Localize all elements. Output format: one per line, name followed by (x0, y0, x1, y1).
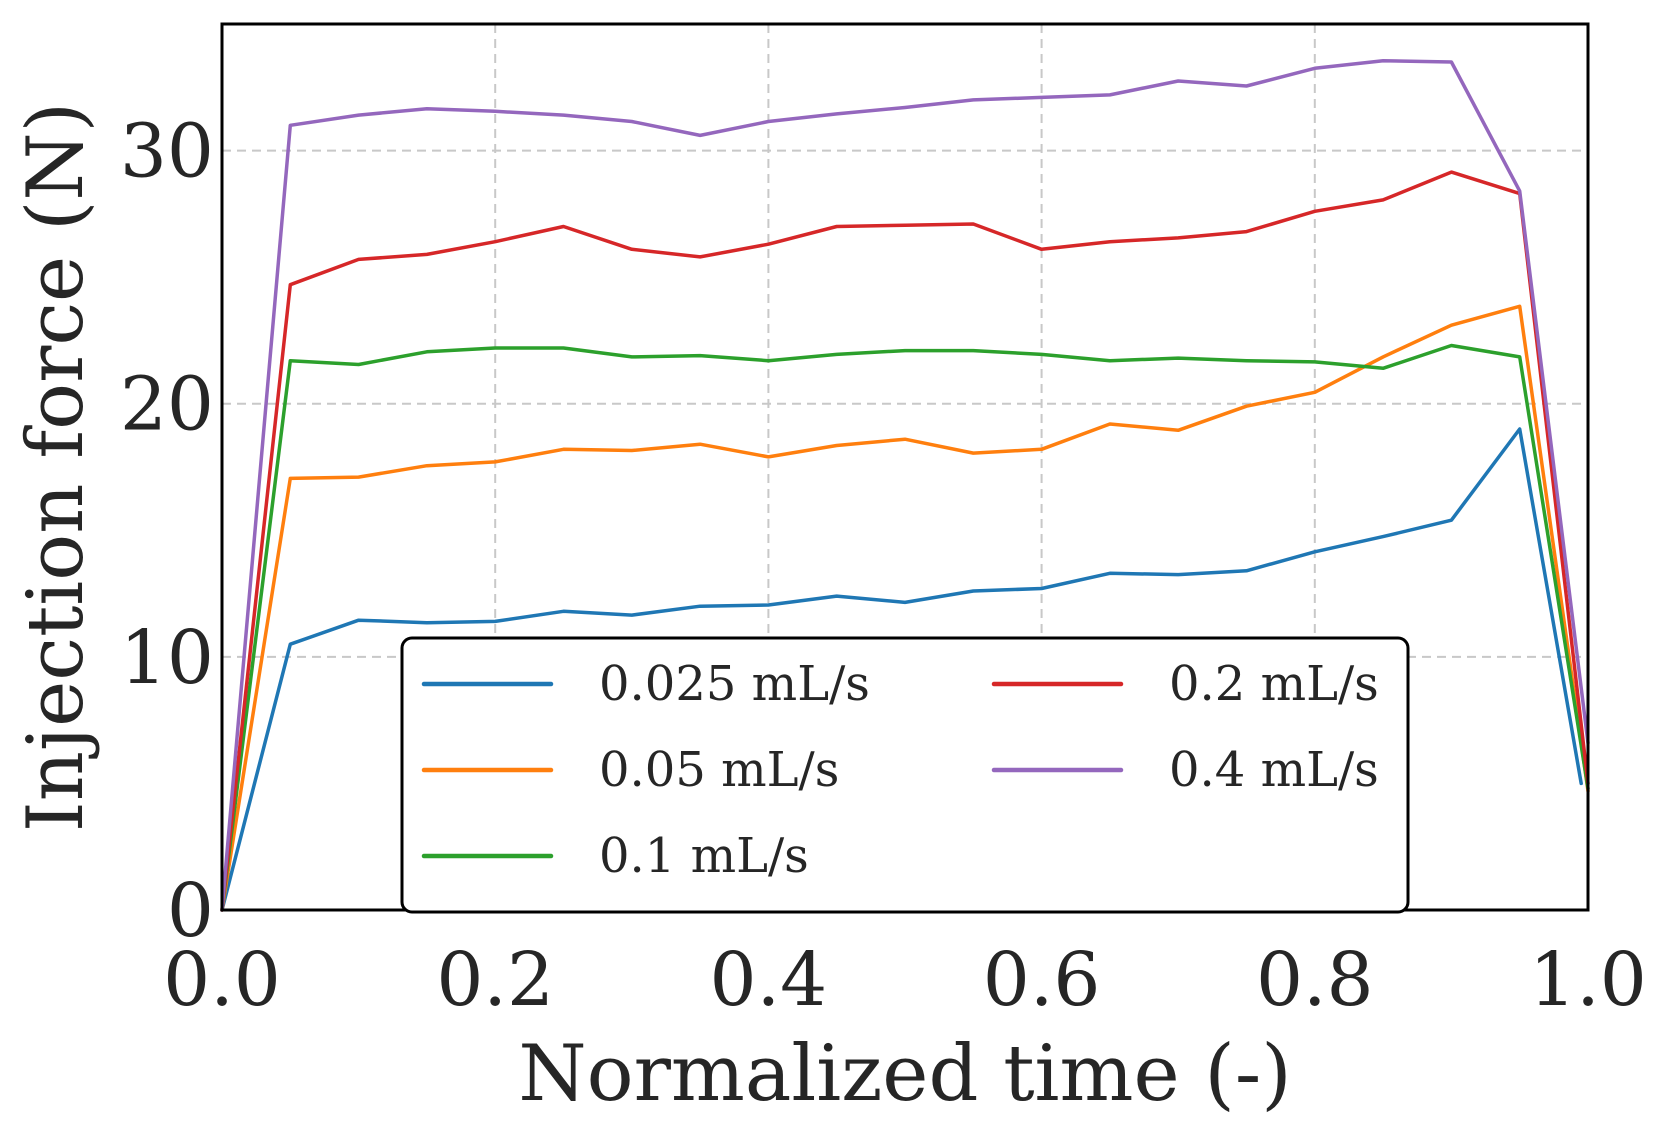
y-tick-labels: 0 10 20 30 (120, 109, 214, 954)
legend-box (400, 636, 1410, 914)
legend: 0.025 mL/s 0.05 mL/s 0.1 mL/s 0.2 mL/s 0.4 m… (400, 636, 1410, 914)
y-tick-label: 20 (120, 362, 214, 448)
x-tick-label: 0.2 (436, 937, 554, 1023)
x-tick-label: 1.0 (1529, 937, 1647, 1023)
x-tick-label: 0.6 (983, 937, 1101, 1023)
series-layer (220, 58, 1590, 912)
legend-label-5: 0.4 mL/s (1169, 742, 1379, 798)
x-axis-title: Normalized time (-) (518, 1029, 1291, 1119)
legend-label-1: 0.025 mL/s (599, 656, 870, 712)
series-line-5 (220, 58, 1590, 912)
y-tick-label: 0 (167, 868, 214, 954)
series-line-1 (220, 427, 1583, 912)
x-tick-label: 0.8 (1256, 937, 1374, 1023)
legend-label-3: 0.1 mL/s (599, 828, 809, 884)
x-tick-label: 0.0 (163, 937, 281, 1023)
legend-label-2: 0.05 mL/s (599, 742, 839, 798)
x-tick-label: 0.4 (710, 937, 828, 1023)
series-line-2 (220, 304, 1590, 912)
y-tick-label: 10 (120, 615, 214, 701)
series-line-3 (220, 343, 1590, 912)
y-axis-title: Injection force (N) (11, 102, 101, 832)
legend-label-4: 0.2 mL/s (1169, 656, 1379, 712)
series-line-4 (220, 170, 1590, 912)
y-tick-label: 30 (120, 109, 214, 195)
x-tick-labels: 0.0 0.2 0.4 0.6 0.8 1.0 (163, 937, 1647, 1023)
